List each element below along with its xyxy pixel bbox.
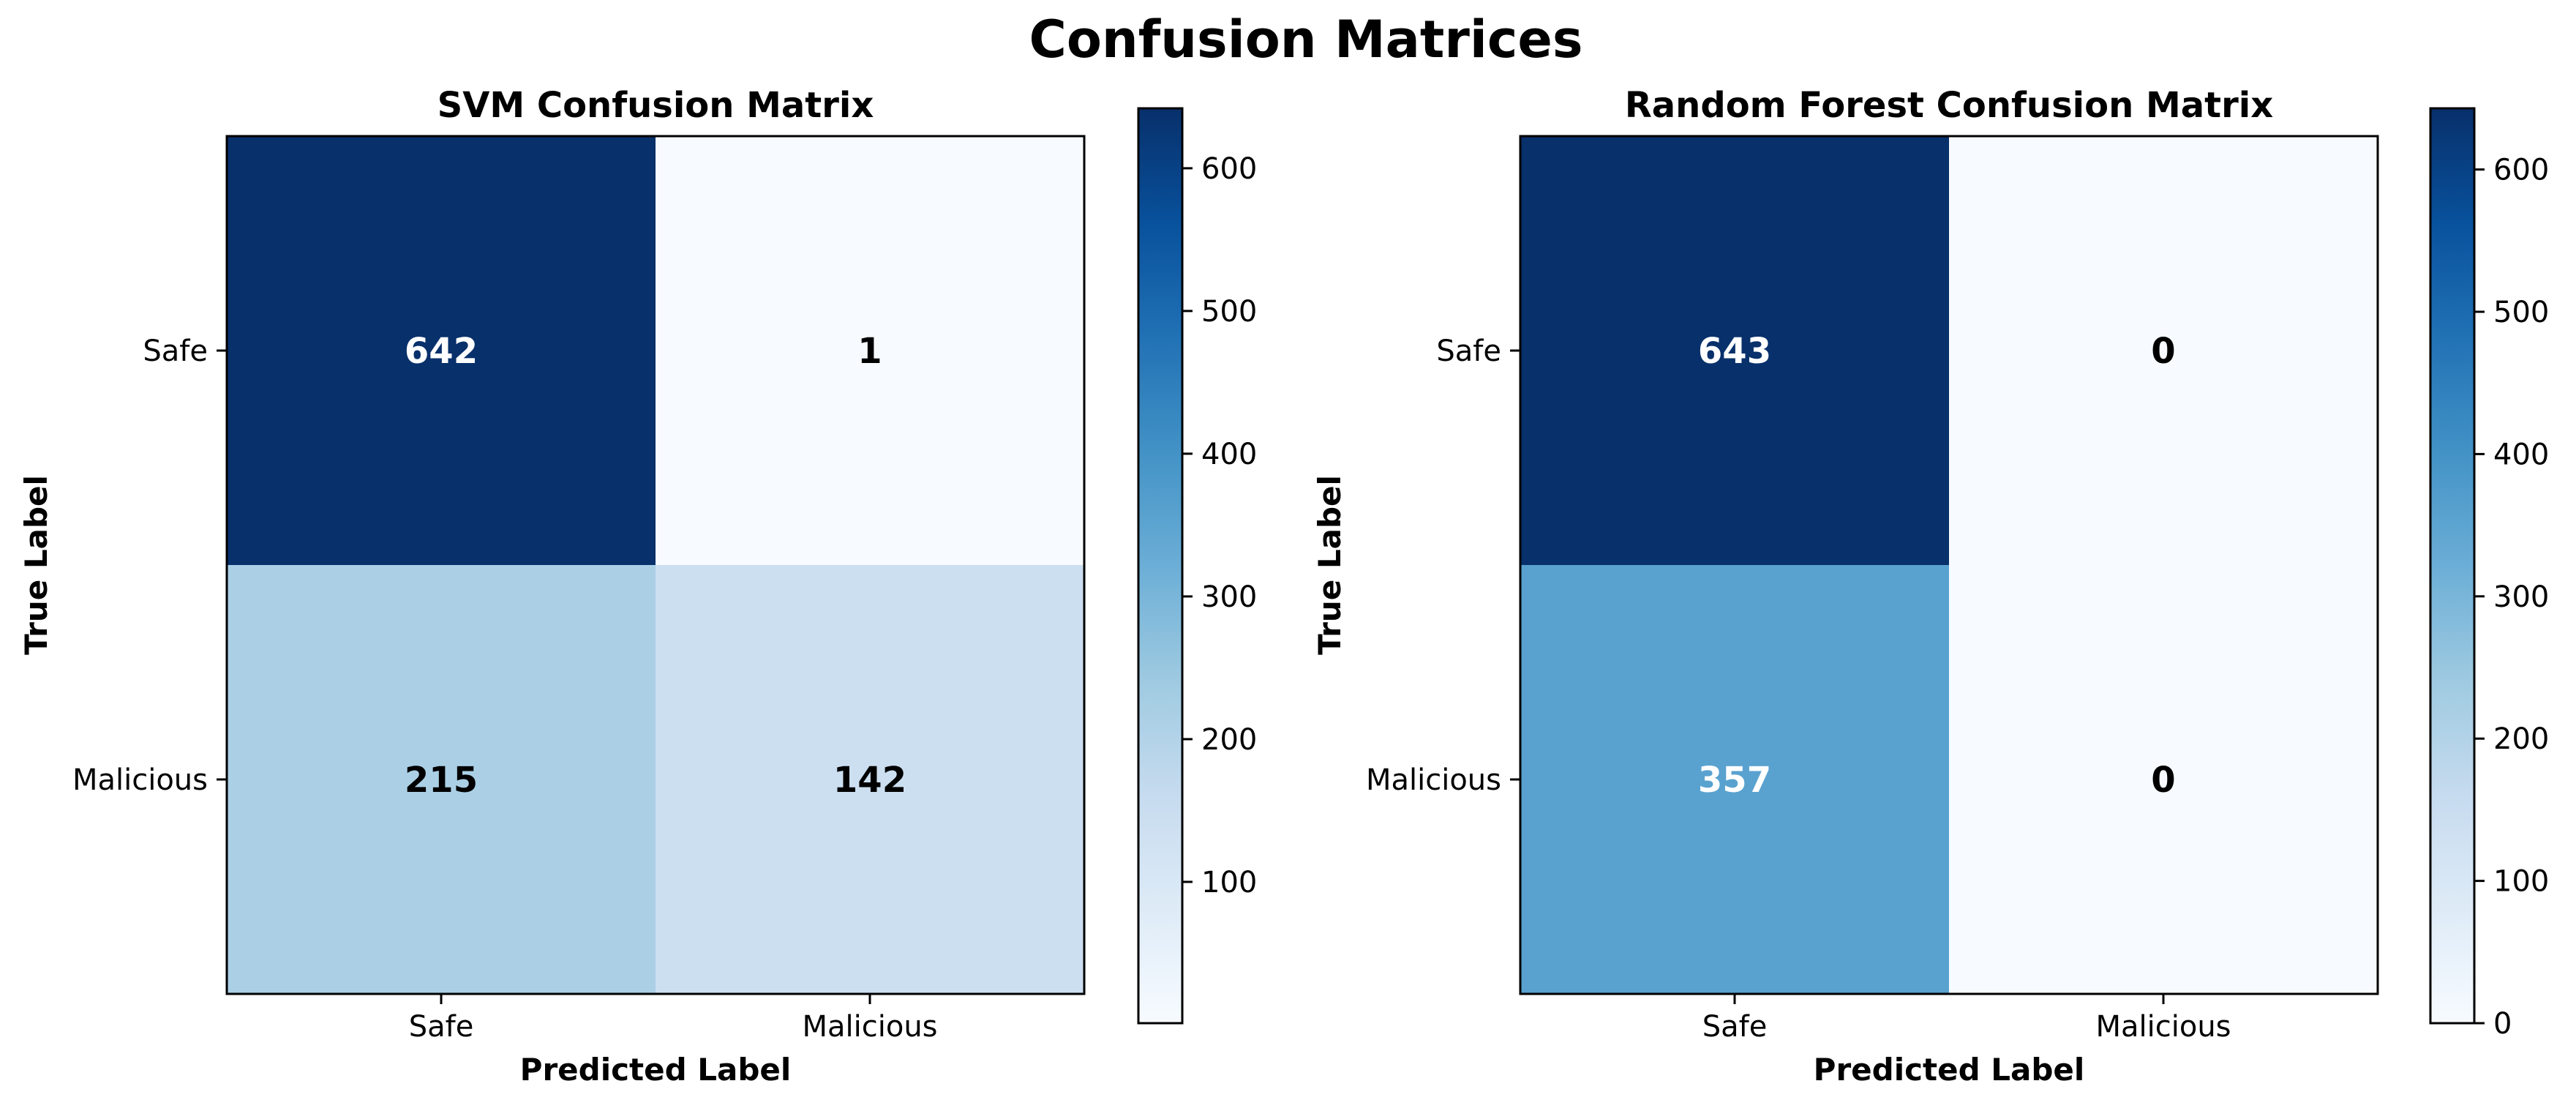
colorbar-tick-label: 600 <box>1201 152 1257 186</box>
cell-value-label: 0 <box>2151 331 2175 372</box>
colorbar-tick-label: 200 <box>2493 722 2549 756</box>
colorbar-tick-label: 500 <box>2493 296 2549 329</box>
cell-value-label: 1 <box>857 331 882 372</box>
cell-value-label: 215 <box>405 760 478 801</box>
x-tick-label: Malicious <box>802 1010 937 1044</box>
cell-value-label: 0 <box>2151 760 2175 801</box>
svm-panel: 642 1 215 142 Safe Malicious Safe Malicious SVM … <box>18 85 1257 1088</box>
x-tick-label: Safe <box>1702 1010 1768 1044</box>
cell-safe-malicious <box>1949 136 2378 566</box>
cell-safe-malicious <box>656 136 1085 566</box>
cell-safe-safe <box>227 136 656 566</box>
colorbar-tick-label: 300 <box>1201 580 1257 614</box>
y-tick-label: Malicious <box>1366 763 1501 797</box>
colorbar <box>1138 108 1182 1023</box>
x-tick-label: Safe <box>409 1010 474 1044</box>
y-tick-label: Safe <box>1436 334 1501 368</box>
y-axis-label: True Label <box>1312 475 1348 655</box>
x-axis-label: Predicted Label <box>1814 1052 2085 1088</box>
colorbar-tick-label: 500 <box>1201 295 1257 329</box>
panel-title: Random Forest Confusion Matrix <box>1625 85 2273 126</box>
y-tick-label: Malicious <box>72 763 208 797</box>
cell-value-label: 642 <box>405 331 478 372</box>
cell-value-label: 357 <box>1698 760 1771 801</box>
axes-frame <box>225 135 1086 995</box>
y-axis-label: True Label <box>18 475 54 655</box>
random-forest-panel: 643 0 357 0 Safe Malicious Safe Malicious Random… <box>1312 85 2549 1088</box>
colorbar-tick-label: 0 <box>2493 1007 2512 1041</box>
cell-value-label: 142 <box>833 760 906 801</box>
colorbar-frame <box>2429 107 2476 1025</box>
cell-malicious-safe <box>1520 565 1950 995</box>
cell-malicious-malicious <box>1949 565 2378 995</box>
figure-title: Confusion Matrices <box>1029 10 1582 70</box>
panel-title: SVM Confusion Matrix <box>438 85 874 126</box>
y-tick-label: Safe <box>143 334 208 368</box>
colorbar-tick-label: 300 <box>2493 580 2549 614</box>
colorbar-tick-label: 100 <box>1201 866 1257 899</box>
cell-safe-safe <box>1520 136 1950 566</box>
axes-frame <box>1519 135 2379 995</box>
colorbar-tick-label: 400 <box>2493 438 2549 471</box>
colorbar-frame <box>1137 107 1184 1025</box>
panels: 642 1 215 142 Safe Malicious Safe Malicious SVM … <box>18 85 2549 1088</box>
x-tick-label: Malicious <box>2095 1010 2231 1044</box>
cell-value-label: 643 <box>1698 331 1771 372</box>
cell-malicious-safe <box>227 565 656 995</box>
cell-malicious-malicious <box>656 565 1085 995</box>
colorbar-tick-label: 400 <box>1201 438 1257 471</box>
colorbar-tick-label: 200 <box>1201 723 1257 757</box>
colorbar-tick-label: 600 <box>2493 154 2549 187</box>
colorbar <box>2430 108 2474 1023</box>
colorbar-tick-label: 100 <box>2493 865 2549 899</box>
x-axis-label: Predicted Label <box>520 1052 792 1088</box>
